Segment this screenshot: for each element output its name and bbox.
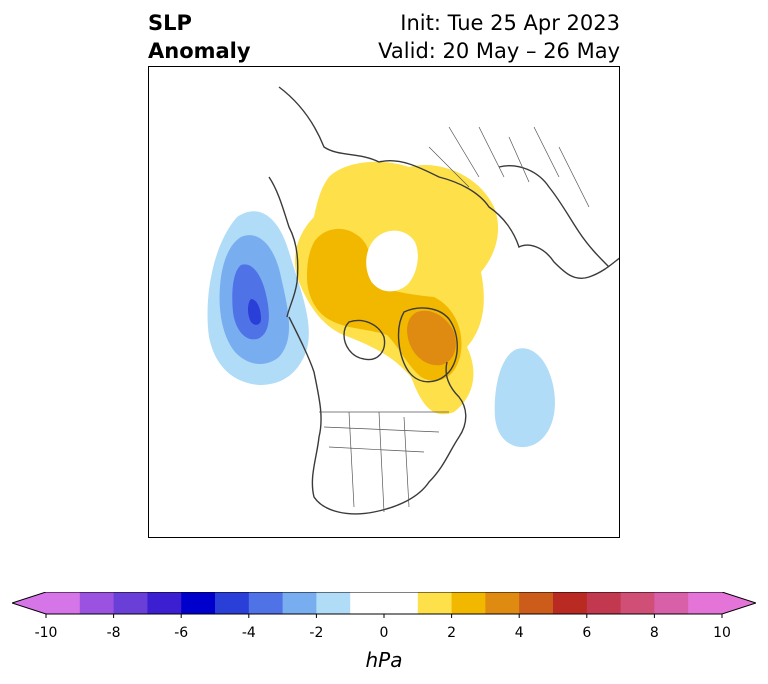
valid-range: Valid: 20 May – 26 May	[378, 39, 620, 63]
colorbar-segment	[248, 592, 284, 614]
colorbar-segment	[654, 592, 689, 614]
colorbar-tick-label: -4	[241, 625, 256, 641]
map-panel	[148, 66, 620, 538]
colorbar-tick-label: -6	[174, 625, 189, 641]
colorbar-segment	[46, 592, 81, 614]
colorbar-segment	[417, 592, 453, 614]
greenland-coastline	[397, 307, 458, 383]
init-date: Init: Tue 25 Apr 2023	[400, 11, 620, 35]
colorbar-tick-label: -2	[309, 625, 324, 641]
near-zero-region	[366, 230, 418, 292]
colorbar-segment	[215, 592, 250, 614]
colorbar-segment	[519, 592, 554, 614]
colorbar-segment	[553, 592, 588, 614]
asia-coastline	[278, 86, 619, 279]
forecast-dates: Init: Tue 25 Apr 2023 Valid: 20 May – 26…	[378, 9, 620, 65]
colorbar-segment	[282, 592, 317, 614]
colorbar-extend-min	[12, 592, 46, 614]
colorbar-tick-label: -10	[34, 625, 58, 641]
north-america-coastline	[288, 316, 467, 515]
colorbar-tick-label: 0	[379, 625, 389, 641]
atlantic-negative-anomaly	[494, 348, 555, 448]
colorbar-unit-label: hPa	[365, 648, 403, 672]
colorbar-tick-label: -8	[106, 625, 121, 641]
europe-coastline	[498, 165, 610, 268]
colorbar-segment	[147, 592, 182, 614]
colorbar-segment	[451, 592, 486, 614]
coastlines	[268, 86, 619, 515]
colorbar-segment	[586, 592, 622, 614]
colorbar-tick-label: 6	[582, 625, 592, 641]
map-svg	[207, 86, 619, 515]
anomaly-shading	[207, 161, 555, 448]
title-line-2: Anomaly	[148, 39, 251, 63]
colorbar-tick-label: 4	[514, 625, 524, 641]
borders	[319, 126, 590, 513]
negative-anomaly-contour-4	[248, 299, 261, 325]
title-line-1: SLP	[148, 11, 192, 35]
colorbar-extend-max	[722, 592, 756, 614]
colorbar	[12, 592, 756, 618]
colorbar-tick-label: 10	[713, 625, 731, 641]
arctic-islands-coastline	[343, 319, 386, 361]
colorbar-tick-label: 2	[447, 625, 457, 641]
colorbar-segment	[350, 592, 385, 614]
colorbar-segment	[79, 592, 115, 614]
colorbar-tick-label: 8	[649, 625, 659, 641]
map-title: SLP Anomaly	[148, 9, 251, 65]
colorbar-segment	[688, 592, 723, 614]
colorbar-segment	[316, 592, 351, 614]
colorbar-segment	[620, 592, 655, 614]
country-borders-eurasia	[428, 126, 590, 208]
country-borders-north-america	[319, 411, 449, 513]
alaska-coastline	[268, 176, 299, 318]
colorbar-segment	[384, 592, 419, 614]
colorbar-segment	[181, 592, 216, 614]
colorbar-segment	[113, 592, 148, 614]
positive-anomaly-contour-3	[407, 310, 456, 366]
colorbar-segment	[485, 592, 520, 614]
